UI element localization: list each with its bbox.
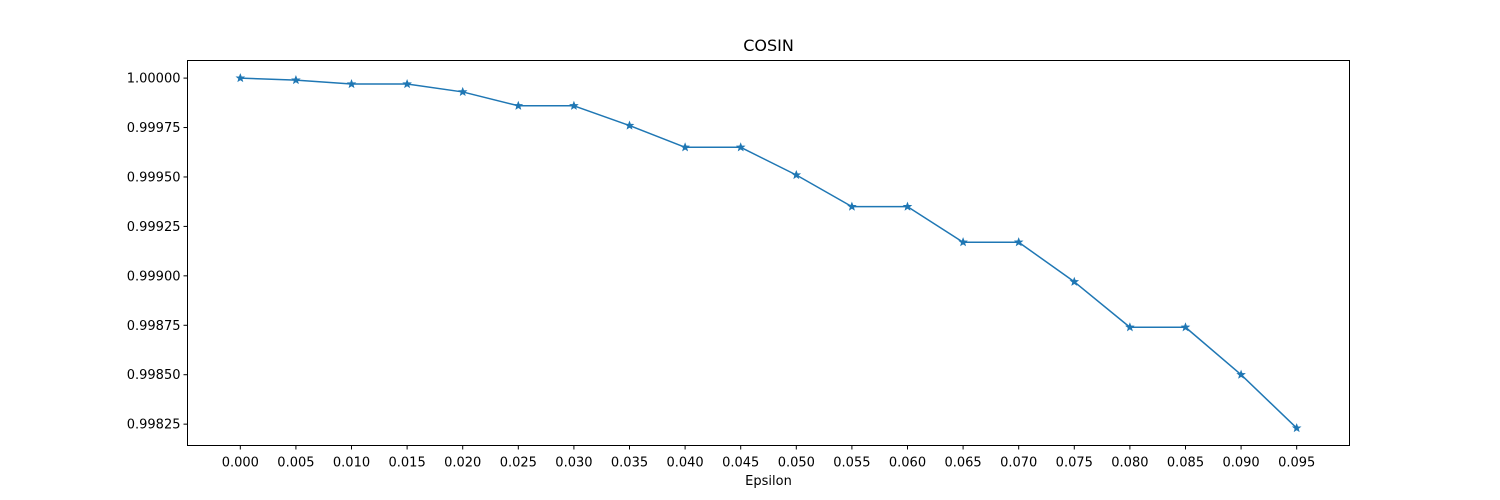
x-tick-label: 0.070 <box>1000 456 1037 471</box>
data-point-star-marker <box>902 201 913 211</box>
chart-title: COSIN <box>743 36 794 55</box>
x-tick-label: 0.065 <box>944 456 981 471</box>
data-point-star-marker <box>1180 322 1191 332</box>
x-tick-label: 0.095 <box>1278 456 1315 471</box>
y-tick-label: 0.99875 <box>127 319 181 334</box>
data-point-star-marker <box>735 142 746 152</box>
data-point-star-marker <box>791 169 802 180</box>
x-tick-label: 0.060 <box>889 456 926 471</box>
x-tick-label: 0.035 <box>611 456 648 471</box>
x-tick-label: 0.080 <box>1111 456 1148 471</box>
data-point-star-marker <box>624 120 635 130</box>
data-point-star-marker <box>569 100 579 110</box>
x-tick-label: 0.000 <box>222 456 259 471</box>
x-tick-label: 0.030 <box>555 456 592 471</box>
data-point-star-marker <box>847 201 857 211</box>
data-point-star-marker <box>291 75 301 85</box>
x-tick-label: 0.050 <box>778 456 815 471</box>
data-point-star-marker <box>1291 423 1302 433</box>
data-point-star-marker <box>1236 369 1246 379</box>
data-point-star-marker <box>1125 322 1135 332</box>
y-axis: 0.99825 0.99850 0.99875 0.99900 0.99925 0.999… <box>127 72 188 433</box>
x-tick-label: 0.010 <box>333 456 370 471</box>
y-tick-label: 0.99900 <box>127 269 181 284</box>
y-tick-label: 0.99925 <box>127 220 181 235</box>
series-line <box>240 77 1298 429</box>
x-tick-label: 0.090 <box>1222 456 1259 471</box>
x-tick-label: 0.005 <box>277 456 314 471</box>
y-tick-label: 1.00000 <box>127 72 181 87</box>
y-tick-label: 0.99950 <box>127 170 181 185</box>
y-tick-label: 0.99850 <box>127 368 181 383</box>
x-tick-label: 0.085 <box>1167 456 1204 471</box>
x-tick-label: 0.075 <box>1056 456 1093 471</box>
x-axis-label: Epsilon <box>745 474 792 489</box>
data-point-star-marker <box>402 78 412 89</box>
x-axis: 0.000 0.005 0.010 0.015 0.020 0.025 0.030 0.035… <box>222 445 1315 471</box>
data-point-star-marker <box>457 86 468 97</box>
x-tick-label: 0.015 <box>389 456 426 471</box>
data-point-star-marker <box>958 237 968 247</box>
data-point-star-marker <box>1013 237 1024 247</box>
x-tick-label: 0.040 <box>666 456 703 471</box>
y-tick-label: 0.99975 <box>127 121 181 136</box>
x-tick-label: 0.045 <box>722 456 759 471</box>
data-point-star-marker <box>346 78 357 89</box>
data-point-star-marker <box>513 100 524 110</box>
plot-frame <box>187 60 1350 446</box>
x-tick-label: 0.025 <box>500 456 537 471</box>
x-tick-label: 0.020 <box>444 456 481 471</box>
data-point-star-marker <box>680 142 690 152</box>
y-tick-label: 0.99825 <box>127 418 181 433</box>
x-tick-label: 0.055 <box>833 456 870 471</box>
data-point-star-marker <box>1069 276 1080 286</box>
data-point-star-marker <box>235 73 246 83</box>
